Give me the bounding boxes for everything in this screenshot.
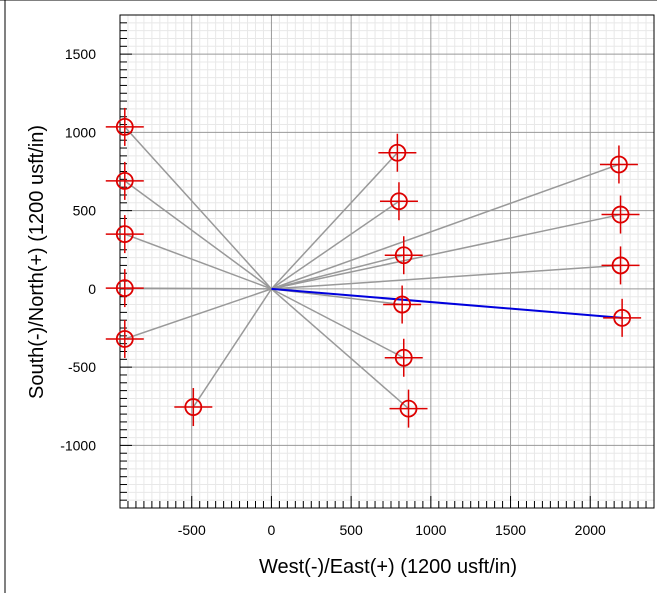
- well-line: [271, 213, 621, 290]
- x-tick-label: 1500: [495, 522, 526, 538]
- target-marker: [105, 161, 144, 200]
- x-tick-label: 0: [268, 522, 276, 538]
- target-marker: [384, 236, 423, 275]
- well-line: [271, 163, 620, 290]
- target-marker: [378, 133, 417, 172]
- target-marker: [379, 182, 418, 221]
- well-line: [192, 288, 273, 408]
- target-marker: [105, 319, 144, 358]
- well-line: [271, 264, 621, 290]
- y-tick-label: -500: [68, 359, 96, 375]
- target-marker: [601, 195, 640, 234]
- well-line: [271, 200, 400, 290]
- well-line: [271, 254, 404, 290]
- x-tick-label: 1000: [415, 522, 446, 538]
- well-line: [124, 233, 272, 290]
- y-axis-label: South(-)/North(+) (1200 usft/in): [26, 125, 48, 399]
- well-line: [271, 288, 405, 359]
- tick-labels: -500 0 500 1000 1500 2000 -1000 -500 0 500 1000 150…: [60, 46, 606, 538]
- well-line: [124, 288, 272, 340]
- target-markers: [105, 107, 642, 428]
- target-marker: [105, 107, 144, 146]
- well-lines: [124, 126, 623, 410]
- x-tick-label: 500: [339, 522, 363, 538]
- y-tick-label: 0: [88, 281, 96, 297]
- target-marker: [599, 145, 638, 184]
- x-tick-label: 2000: [575, 522, 606, 538]
- well-line: [124, 287, 272, 290]
- x-axis-label: West(-)/East(+) (1200 usft/in): [259, 556, 517, 578]
- minor-grid: [119, 14, 655, 509]
- highlighted-well-line: [271, 287, 623, 319]
- target-marker: [174, 388, 213, 427]
- target-marker: [383, 285, 422, 324]
- target-marker: [384, 338, 423, 377]
- target-marker: [601, 246, 640, 285]
- target-marker: [105, 269, 144, 308]
- y-tick-label: 1500: [65, 46, 96, 62]
- y-tick-label: 1000: [65, 124, 96, 140]
- target-marker: [105, 215, 144, 254]
- target-marker: [603, 298, 642, 337]
- y-tick-label: 500: [73, 203, 97, 219]
- y-tick-label: -1000: [60, 437, 96, 453]
- x-tick-label: -500: [178, 522, 206, 538]
- target-marker: [389, 389, 428, 428]
- well-line: [270, 288, 410, 410]
- plot-border: [119, 14, 655, 509]
- well-line: [124, 180, 272, 290]
- well-line: [124, 126, 272, 290]
- well-line: [270, 152, 398, 290]
